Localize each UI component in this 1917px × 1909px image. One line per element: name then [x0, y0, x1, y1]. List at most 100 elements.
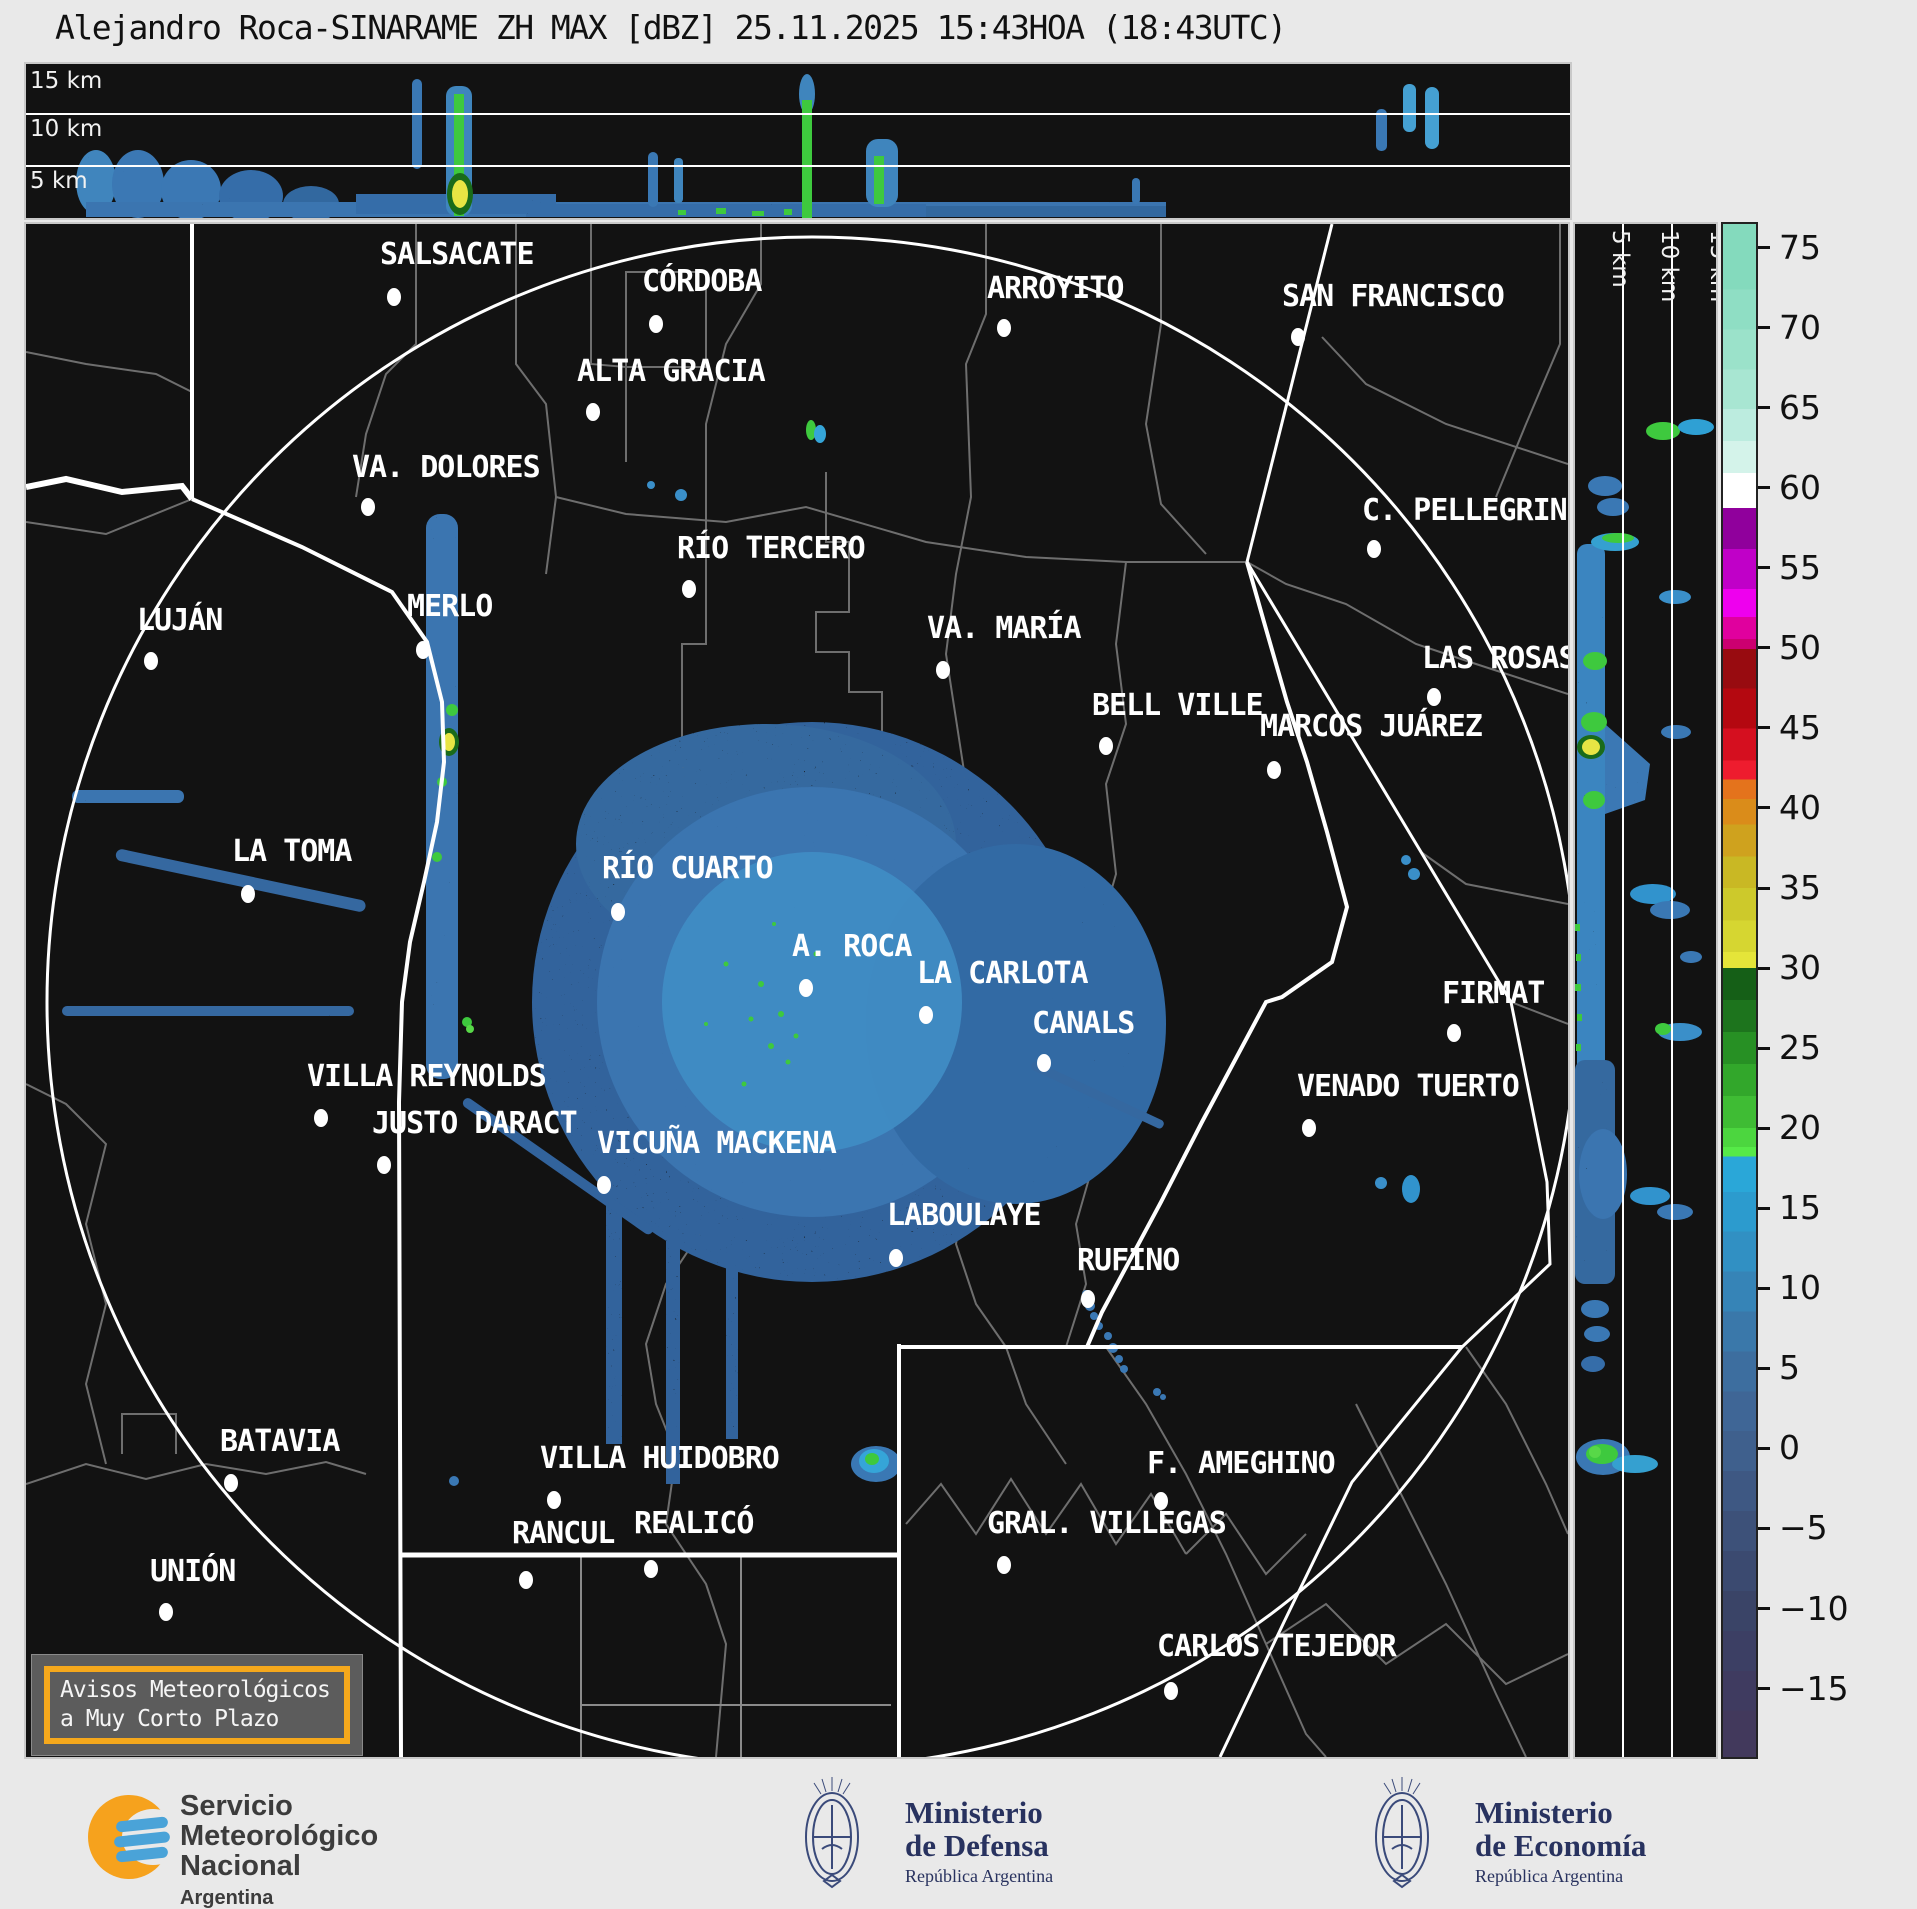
advisory-line-2: a Muy Corto Plazo: [60, 1706, 279, 1732]
city-dot: [649, 315, 663, 333]
city-label: A. ROCA: [792, 929, 912, 964]
city-label: F. AMEGHINO: [1147, 1446, 1336, 1481]
defensa-name-2: de Defensa: [905, 1828, 1049, 1863]
height-line-10km: [26, 113, 1570, 115]
city-label: MERLO: [407, 589, 493, 624]
colorbar-tick: [1758, 246, 1770, 250]
city-dot: [644, 1560, 658, 1578]
city-label: ALTA GRACIA: [577, 354, 766, 389]
top-cross-section-panel: 15 km 10 km 5 km: [24, 62, 1572, 220]
colorbar-tick: [1758, 806, 1770, 810]
colorbar-tick: [1758, 646, 1770, 650]
city-label: ARROYITO: [987, 271, 1124, 306]
right-panel-15km-label: 15 km: [1705, 230, 1718, 303]
city-label: RÍO CUARTO: [602, 851, 774, 886]
colorbar-tick: [1758, 1446, 1770, 1450]
city-dot: [1291, 328, 1305, 346]
colorbar-tick: [1758, 1607, 1770, 1610]
city-label: CANALS: [1032, 1006, 1135, 1041]
city-dot: [1267, 761, 1281, 779]
city-label: CÓRDOBA: [642, 264, 762, 299]
smn-text-country: Argentina: [180, 1887, 274, 1909]
city-dot: [224, 1474, 238, 1492]
city-label: BATAVIA: [220, 1424, 340, 1459]
city-dot: [241, 885, 255, 903]
colorbar-tick: [1758, 1286, 1770, 1290]
city-dot: [361, 498, 375, 516]
right-cross-section-panel: 5 km 10 km 15 km: [1573, 222, 1718, 1759]
dbz-colorbar-ticks: 75 70 65 60 55 50 45 40 35 30 25 20 15 10 5 0 −5 −10 −15: [1721, 222, 1849, 1759]
city-dot: [997, 319, 1011, 337]
colorbar-tick: [1758, 486, 1770, 490]
city-dot: [919, 1006, 933, 1024]
colorbar-tick: [1758, 1366, 1770, 1370]
colorbar-tick: [1758, 1126, 1770, 1130]
city-dot: [377, 1156, 391, 1174]
colorbar-tick: [1758, 886, 1770, 890]
city-dot: [997, 1556, 1011, 1574]
city-dot: [597, 1176, 611, 1194]
province-boundaries: [26, 224, 1568, 1757]
colorbar-tick: [1758, 1206, 1770, 1210]
footer: Servicio Meteorológico Nacional Argentin…: [0, 1761, 1917, 1909]
main-radar-map[interactable]: SALSACATE CÓRDOBA ARROYITO SAN FRANCISCO ALT…: [24, 222, 1570, 1759]
height-line-10km-v: [1671, 224, 1673, 1757]
top-panel-5km-label: 5 km: [30, 168, 88, 194]
smn-text-1: Servicio: [180, 1790, 293, 1822]
city-label: C. PELLEGRINI: [1362, 493, 1570, 528]
colorbar-tick: [1758, 966, 1770, 970]
map-layers: [26, 224, 1568, 1757]
colorbar-tick: [1758, 566, 1770, 570]
city-label: GRAL. VILLEGAS: [987, 1506, 1227, 1541]
range-ring: [45, 235, 1568, 1757]
city-dot: [1154, 1492, 1168, 1510]
city-dot: [144, 652, 158, 670]
city-label: LABOULAYE: [887, 1198, 1042, 1233]
smn-text-2: Meteorológico: [180, 1820, 379, 1852]
city-label: LUJÁN: [137, 603, 223, 638]
colorbar-tick: [1758, 1687, 1770, 1691]
economia-name-2: de Economía: [1475, 1828, 1647, 1863]
city-label: SAN FRANCISCO: [1282, 279, 1505, 314]
smn-text-3: Nacional: [180, 1850, 301, 1882]
city-label: RÍO TERCERO: [677, 531, 866, 566]
economia-subtitle: República Argentina: [1475, 1866, 1624, 1886]
page-title: Alejandro Roca-SINARAME ZH MAX [dBZ] 25.…: [55, 8, 1287, 47]
city-dot: [1099, 737, 1113, 755]
city-dot: [314, 1109, 328, 1127]
city-dot: [1447, 1024, 1461, 1042]
city-dot: [1302, 1119, 1316, 1137]
city-dot: [586, 403, 600, 421]
city-label: VICUÑA MACKENA: [597, 1126, 837, 1161]
height-line-5km: [26, 165, 1570, 167]
radar-echoes: [62, 420, 1420, 1486]
city-label: VA. DOLORES: [352, 450, 541, 485]
city-label: VILLA REYNOLDS: [307, 1059, 547, 1094]
city-dot: [1367, 540, 1381, 558]
colorbar-tick: [1758, 1526, 1770, 1530]
city-label: LA TOMA: [232, 834, 352, 869]
city-label: VA. MARÍA: [927, 611, 1082, 646]
advisory-line-1: Avisos Meteorológicos: [60, 1677, 331, 1703]
city-dot: [1037, 1054, 1051, 1072]
economia-coat-of-arms: [1375, 1777, 1429, 1889]
colorbar-tick: [1758, 326, 1770, 330]
city-label: FIRMAT: [1442, 976, 1545, 1011]
city-dot: [611, 903, 625, 921]
city-label: RUFINO: [1077, 1243, 1180, 1278]
city-label: MARCOS JUÁREZ: [1260, 709, 1483, 744]
defensa-text: Ministerio de Defensa República Argentin…: [905, 1796, 1053, 1887]
city-label: LAS ROSAS: [1422, 641, 1570, 676]
city-label: LA CARLOTA: [917, 956, 1089, 991]
colorbar-tick: [1758, 726, 1770, 730]
city-label: CARLOS TEJEDOR: [1157, 1629, 1397, 1664]
smn-logo[interactable]: [88, 1795, 184, 1879]
advisory-box-border: Avisos Meteorológicos a Muy Corto Plazo: [44, 1666, 350, 1744]
city-dot: [889, 1249, 903, 1267]
advisory-box[interactable]: Avisos Meteorológicos a Muy Corto Plazo: [31, 1654, 363, 1756]
top-panel-10km-label: 10 km: [30, 116, 103, 142]
city-label: VENADO TUERTO: [1297, 1069, 1520, 1104]
right-cross-section-echoes: [1575, 419, 1714, 1475]
city-dot: [547, 1491, 561, 1509]
